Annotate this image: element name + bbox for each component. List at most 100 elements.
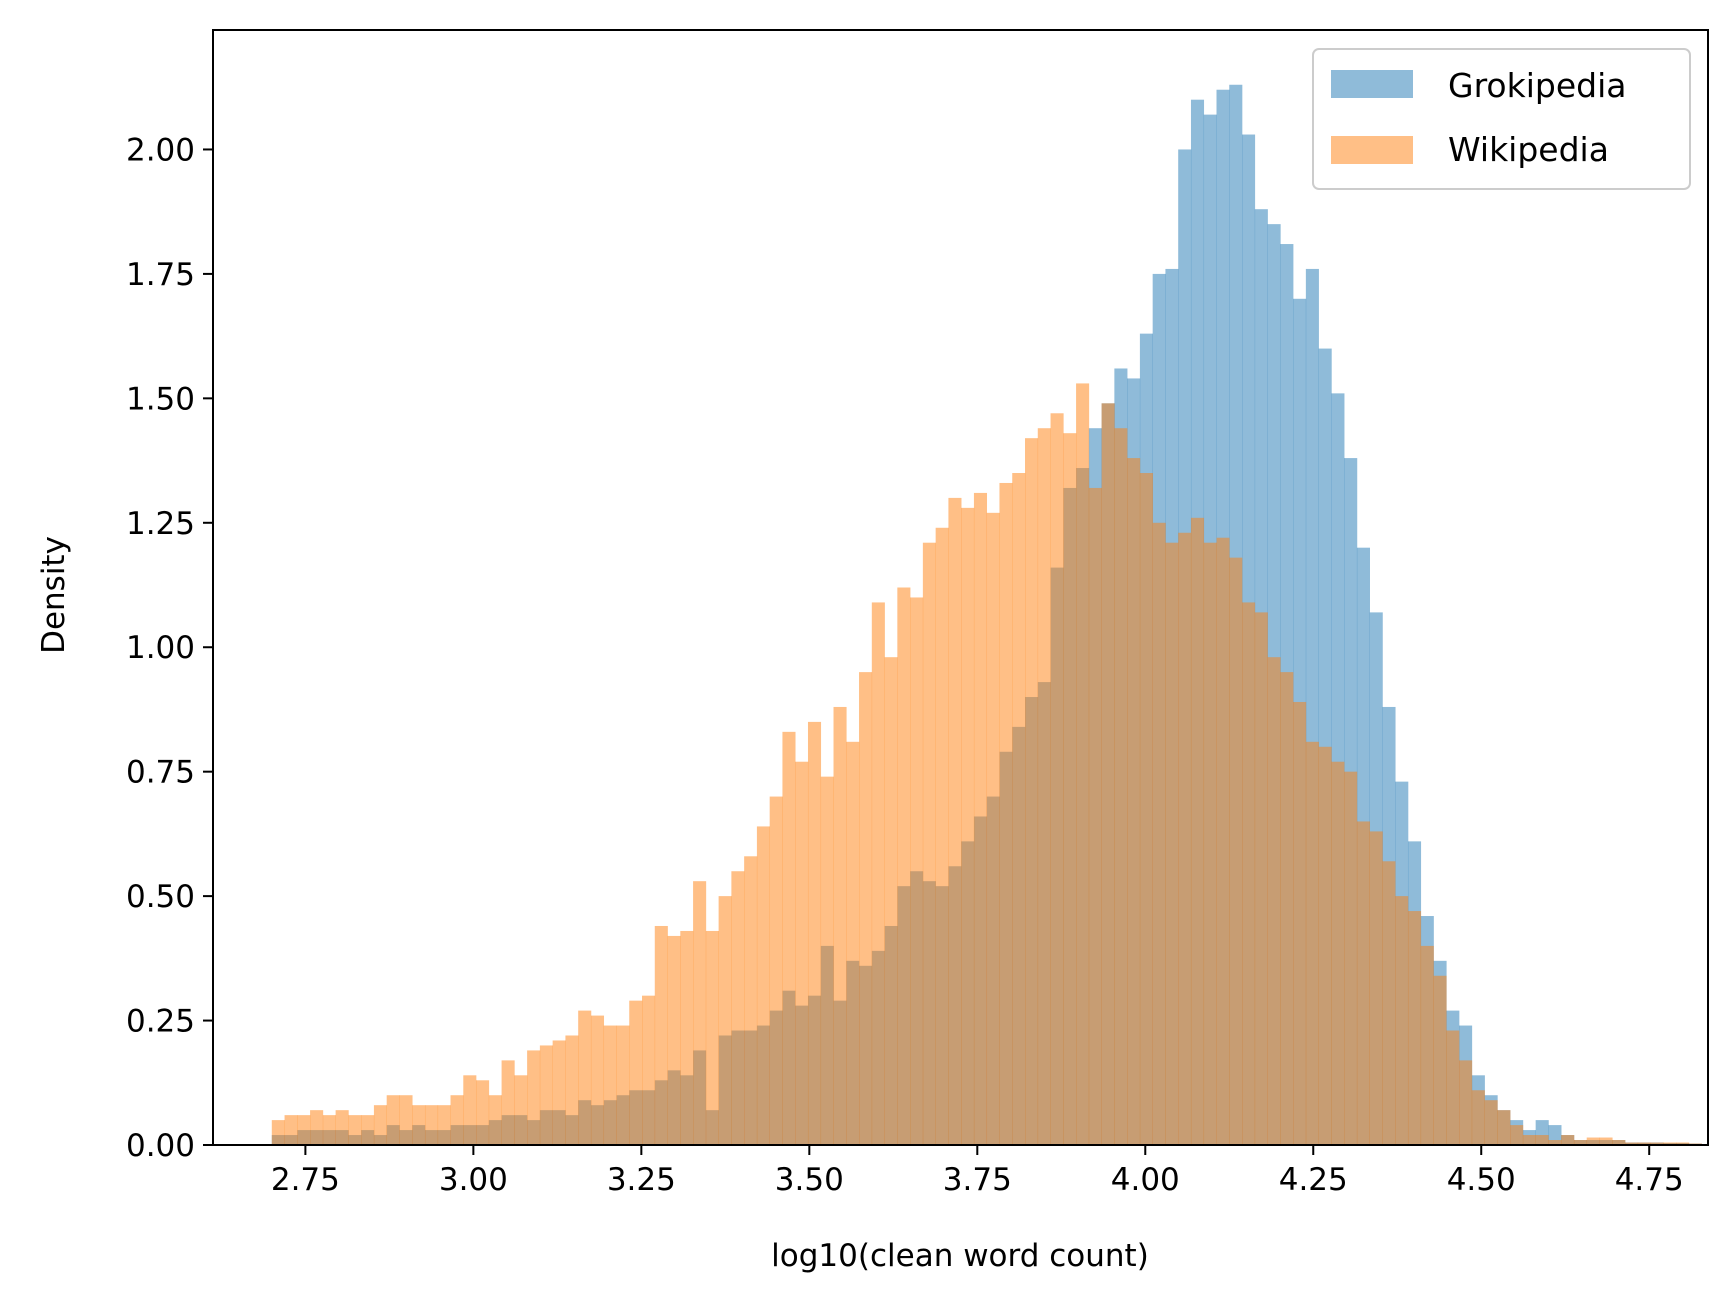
x-tick-label: 4.75 <box>1615 1162 1684 1198</box>
bar-wikipedia-18 <box>501 1060 515 1145</box>
bar-wikipedia-85 <box>1356 821 1370 1145</box>
bar-wikipedia-36 <box>731 871 745 1145</box>
bar-wikipedia-59 <box>1025 438 1039 1145</box>
bar-wikipedia-14 <box>450 1095 464 1145</box>
x-tick-label: 4.25 <box>1279 1162 1348 1198</box>
y-tick-label: 0.00 <box>126 1128 195 1164</box>
bar-wikipedia-61 <box>1050 413 1064 1145</box>
bars-layer <box>271 84 1702 1146</box>
bar-wikipedia-74 <box>1216 537 1230 1145</box>
bar-wikipedia-2 <box>297 1115 311 1145</box>
bar-wikipedia-22 <box>552 1040 566 1145</box>
bar-wikipedia-92 <box>1446 1030 1460 1145</box>
bar-wikipedia-52 <box>935 527 949 1145</box>
bar-wikipedia-0 <box>271 1120 285 1145</box>
bar-wikipedia-54 <box>961 507 975 1145</box>
bar-wikipedia-42 <box>807 721 822 1145</box>
x-tick-label: 3.50 <box>775 1162 844 1198</box>
bar-wikipedia-81 <box>1305 741 1319 1145</box>
bar-wikipedia-16 <box>476 1080 490 1145</box>
bar-wikipedia-69 <box>1152 522 1166 1145</box>
x-tick-label: 3.75 <box>943 1162 1012 1198</box>
x-tick-label: 3.25 <box>607 1162 676 1198</box>
bar-wikipedia-40 <box>782 731 796 1145</box>
bar-wikipedia-77 <box>1254 612 1268 1145</box>
bar-wikipedia-48 <box>884 657 898 1145</box>
bar-wikipedia-110 <box>1676 1142 1690 1145</box>
bar-wikipedia-7 <box>361 1115 375 1145</box>
bar-wikipedia-45 <box>846 741 860 1145</box>
bar-wikipedia-55 <box>973 492 988 1145</box>
bar-wikipedia-106 <box>1625 1142 1639 1145</box>
legend: Grokipedia Wikipedia <box>1312 48 1691 190</box>
bar-wikipedia-60 <box>1037 428 1051 1146</box>
legend-label-grokipedia: Grokipedia <box>1448 66 1626 105</box>
bar-wikipedia-17 <box>488 1095 502 1145</box>
bar-wikipedia-94 <box>1471 1090 1485 1145</box>
y-tick-label: 0.25 <box>126 1004 195 1040</box>
plot-frame <box>212 29 1709 1146</box>
legend-label-wikipedia: Wikipedia <box>1448 130 1609 169</box>
bar-wikipedia-79 <box>1280 672 1294 1145</box>
y-tick-label: 1.25 <box>126 506 195 542</box>
bar-wikipedia-21 <box>539 1045 553 1145</box>
x-tick-label: 4.00 <box>1111 1162 1180 1198</box>
bar-wikipedia-75 <box>1229 557 1243 1145</box>
bar-wikipedia-53 <box>948 497 962 1145</box>
bar-wikipedia-105 <box>1612 1140 1626 1145</box>
bar-wikipedia-12 <box>424 1105 439 1145</box>
bar-wikipedia-91 <box>1433 975 1447 1145</box>
bar-wikipedia-29 <box>642 995 656 1145</box>
legend-swatch-wikipedia <box>1331 136 1413 164</box>
y-tick-label: 1.50 <box>126 381 195 417</box>
bar-wikipedia-23 <box>565 1035 579 1145</box>
bar-wikipedia-67 <box>1127 458 1141 1146</box>
bar-wikipedia-37 <box>744 856 758 1145</box>
bar-wikipedia-82 <box>1318 746 1332 1145</box>
x-tick-label: 4.50 <box>1447 1162 1516 1198</box>
bar-wikipedia-62 <box>1063 433 1077 1145</box>
bar-wikipedia-100 <box>1548 1140 1562 1145</box>
x-axis-ticks: 2.75 3.00 3.25 3.50 3.75 4.00 4.25 4.50 4.75 <box>271 1145 1684 1198</box>
bar-wikipedia-72 <box>1190 517 1205 1145</box>
bar-wikipedia-95 <box>1484 1100 1498 1145</box>
y-tick-label: 2.00 <box>126 132 195 168</box>
bar-wikipedia-13 <box>437 1105 451 1145</box>
bar-wikipedia-5 <box>335 1110 349 1145</box>
bar-wikipedia-65 <box>1101 403 1115 1146</box>
bar-wikipedia-102 <box>1573 1140 1588 1145</box>
bar-wikipedia-97 <box>1510 1125 1524 1145</box>
bar-wikipedia-51 <box>922 542 936 1145</box>
bar-wikipedia-32 <box>680 930 694 1145</box>
bar-wikipedia-34 <box>705 930 719 1145</box>
bar-wikipedia-39 <box>769 796 783 1145</box>
bar-wikipedia-27 <box>616 1025 630 1145</box>
bar-wikipedia-15 <box>463 1075 477 1145</box>
bar-wikipedia-101 <box>1561 1135 1575 1145</box>
y-axis-label: Density <box>36 536 72 654</box>
bar-wikipedia-46 <box>859 672 873 1145</box>
bar-wikipedia-24 <box>578 1010 592 1145</box>
series-wikipedia <box>271 383 1702 1146</box>
bar-wikipedia-104 <box>1599 1137 1613 1145</box>
bar-wikipedia-99 <box>1535 1135 1549 1145</box>
y-tick-label: 1.00 <box>126 630 195 666</box>
bar-wikipedia-84 <box>1344 771 1358 1145</box>
bar-wikipedia-47 <box>871 602 885 1145</box>
bar-wikipedia-78 <box>1267 657 1281 1145</box>
bar-wikipedia-26 <box>603 1025 617 1145</box>
bar-wikipedia-8 <box>373 1105 387 1145</box>
bar-wikipedia-83 <box>1331 761 1345 1145</box>
bar-wikipedia-66 <box>1114 428 1128 1146</box>
bar-wikipedia-80 <box>1293 701 1307 1145</box>
bar-wikipedia-103 <box>1586 1137 1600 1145</box>
x-axis-label: log10(clean word count) <box>771 1238 1149 1274</box>
bar-wikipedia-76 <box>1242 602 1256 1145</box>
bar-wikipedia-63 <box>1076 383 1090 1145</box>
bar-wikipedia-50 <box>910 597 924 1145</box>
bar-wikipedia-28 <box>629 1000 643 1145</box>
bar-wikipedia-96 <box>1497 1110 1511 1145</box>
bar-wikipedia-86 <box>1369 831 1383 1145</box>
bar-wikipedia-44 <box>833 706 847 1145</box>
